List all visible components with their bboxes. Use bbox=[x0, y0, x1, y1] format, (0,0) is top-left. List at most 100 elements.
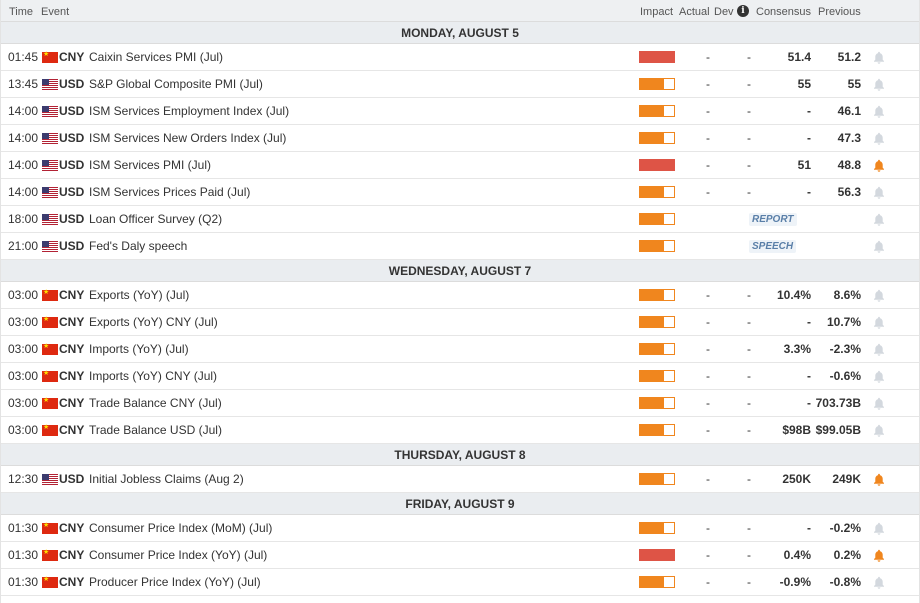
event-name[interactable]: ISM Services New Orders Index (Jul) bbox=[89, 131, 287, 145]
bell-icon[interactable] bbox=[873, 186, 885, 199]
event-row[interactable]: 14:00 USD ISM Services Prices Paid (Jul) - -… bbox=[1, 179, 919, 206]
event-actual: - bbox=[706, 548, 710, 562]
china-flag-icon bbox=[42, 549, 58, 561]
impact-bar bbox=[639, 289, 675, 301]
event-row[interactable]: 01:45 CNY Caixin Services PMI (Jul) - - 51.4 5… bbox=[1, 44, 919, 71]
bell-icon[interactable] bbox=[873, 343, 885, 356]
event-consensus: 250K bbox=[782, 472, 811, 486]
impact-bar bbox=[639, 549, 675, 561]
event-previous: 48.8 bbox=[837, 158, 861, 172]
event-row[interactable]: 03:00CNYTrade Balance CNY (Jul)---703.73… bbox=[1, 390, 919, 417]
event-currency: CNY bbox=[59, 548, 85, 562]
header-dev[interactable]: Dev bbox=[714, 6, 734, 18]
event-row[interactable]: 21:00 USD Fed's Daly speech SPEECH bbox=[1, 233, 919, 260]
event-name[interactable]: ISM Services Employment Index (Jul) bbox=[89, 104, 290, 118]
china-flag-icon bbox=[42, 576, 58, 588]
china-flag-icon bbox=[42, 343, 58, 355]
event-time: 01:30 bbox=[8, 548, 39, 562]
bell-active-icon[interactable] bbox=[873, 159, 885, 172]
event-name[interactable]: Imports (YoY) CNY (Jul) bbox=[89, 369, 218, 383]
event-dev: - bbox=[747, 50, 751, 64]
info-icon[interactable]: i bbox=[737, 5, 749, 17]
event-currency: USD bbox=[59, 212, 85, 226]
us-flag-icon bbox=[42, 79, 58, 90]
event-row[interactable]: 03:00 CNY Imports (YoY) (Jul) - - 3.3% -2.3% bbox=[1, 336, 919, 363]
header-actual[interactable]: Actual bbox=[679, 6, 710, 18]
bell-icon[interactable] bbox=[873, 213, 885, 226]
header-event[interactable]: Event bbox=[41, 6, 70, 18]
header-consensus[interactable]: Consensus bbox=[756, 6, 812, 18]
event-actual: - bbox=[706, 396, 710, 410]
event-currency: USD bbox=[59, 239, 85, 253]
event-name[interactable]: Consumer Price Index (MoM) (Jul) bbox=[89, 521, 273, 535]
event-row[interactable]: 14:00 USD ISM Services Employment Index (J… bbox=[1, 98, 919, 125]
event-row[interactable]: 03:00 CNY Exports (YoY) (Jul) - - 10.4% 8.6% bbox=[1, 282, 919, 309]
event-time: 14:00 bbox=[8, 104, 39, 118]
event-consensus: - bbox=[807, 521, 811, 535]
event-name[interactable]: Trade Balance CNY (Jul) bbox=[89, 396, 222, 410]
header-time[interactable]: Time bbox=[9, 6, 34, 18]
bell-icon[interactable] bbox=[873, 132, 885, 145]
event-row[interactable]: 03:00 CNY Imports (YoY) CNY (Jul) - - - -0.6% bbox=[1, 363, 919, 390]
bell-icon[interactable] bbox=[873, 397, 885, 410]
event-name[interactable]: Fed's Daly speech bbox=[89, 239, 188, 253]
header-previous[interactable]: Previous bbox=[818, 6, 861, 18]
event-row[interactable]: 01:30 CNY Consumer Price Index (MoM) (Jul)… bbox=[1, 515, 919, 542]
bell-icon[interactable] bbox=[873, 289, 885, 302]
event-consensus: 10.4% bbox=[776, 288, 811, 302]
event-consensus: - bbox=[807, 185, 811, 199]
bell-icon[interactable] bbox=[873, 370, 885, 383]
bell-icon[interactable] bbox=[873, 105, 885, 118]
event-name[interactable]: ISM Services PMI (Jul) bbox=[89, 158, 212, 172]
bell-active-icon[interactable] bbox=[873, 549, 885, 562]
event-name[interactable]: Producer Price Index (YoY) (Jul) bbox=[89, 575, 261, 589]
bell-icon[interactable] bbox=[873, 522, 885, 535]
event-currency: CNY bbox=[59, 288, 85, 302]
event-dev: - bbox=[747, 521, 751, 535]
impact-bar bbox=[639, 576, 675, 588]
event-currency: USD bbox=[59, 185, 85, 199]
china-flag-icon bbox=[42, 316, 58, 328]
event-name[interactable]: Exports (YoY) CNY (Jul) bbox=[89, 315, 218, 329]
event-row[interactable]: 18:00 USD Loan Officer Survey (Q2) REPORT bbox=[1, 206, 919, 233]
bell-active-icon[interactable] bbox=[873, 473, 885, 486]
bell-icon[interactable] bbox=[873, 51, 885, 64]
bell-icon[interactable] bbox=[873, 240, 885, 253]
us-flag-icon bbox=[42, 160, 58, 171]
event-row[interactable]: 01:30 CNY Consumer Price Index (YoY) (Jul)… bbox=[1, 542, 919, 569]
event-row[interactable]: 12:30 USD Initial Jobless Claims (Aug 2) - -… bbox=[1, 466, 919, 493]
event-row[interactable]: 01:30 CNY Producer Price Index (YoY) (Jul)… bbox=[1, 569, 919, 596]
event-time: 21:00 bbox=[8, 239, 39, 253]
china-flag-icon bbox=[42, 424, 58, 436]
day-header: FRIDAY, AUGUST 9 bbox=[1, 493, 919, 515]
bell-icon[interactable] bbox=[873, 576, 885, 589]
event-name[interactable]: Caixin Services PMI (Jul) bbox=[89, 50, 224, 64]
event-previous: 10.7% bbox=[826, 315, 861, 329]
event-previous: -0.8% bbox=[829, 575, 861, 589]
header-impact[interactable]: Impact bbox=[640, 6, 674, 18]
event-row[interactable]: 14:00 USD ISM Services New Orders Index (J… bbox=[1, 125, 919, 152]
event-row[interactable]: 03:00 CNY Exports (YoY) CNY (Jul) - - - 10.7% bbox=[1, 309, 919, 336]
event-name[interactable]: Imports (YoY) (Jul) bbox=[89, 342, 189, 356]
event-name[interactable]: S&P Global Composite PMI (Jul) bbox=[89, 77, 263, 91]
event-currency: USD bbox=[59, 104, 85, 118]
bell-icon[interactable] bbox=[873, 424, 885, 437]
event-name[interactable]: Trade Balance USD (Jul) bbox=[89, 423, 222, 437]
bell-icon[interactable] bbox=[873, 316, 885, 329]
event-dev: - bbox=[747, 423, 751, 437]
china-flag-icon bbox=[42, 51, 58, 63]
bell-icon[interactable] bbox=[873, 78, 885, 91]
impact-bar bbox=[639, 78, 675, 90]
event-dev: - bbox=[747, 369, 751, 383]
event-name[interactable]: ISM Services Prices Paid (Jul) bbox=[89, 185, 251, 199]
event-row[interactable]: 03:00 CNY Trade Balance USD (Jul) - - $98B $99… bbox=[1, 417, 919, 444]
event-name[interactable]: Initial Jobless Claims (Aug 2) bbox=[89, 472, 244, 486]
impact-bar bbox=[639, 424, 675, 436]
event-row[interactable]: 14:00 USD ISM Services PMI (Jul) - - 51 48.8 bbox=[1, 152, 919, 179]
event-name[interactable]: Exports (YoY) (Jul) bbox=[89, 288, 190, 302]
event-name[interactable]: Loan Officer Survey (Q2) bbox=[89, 212, 223, 226]
event-name[interactable]: Consumer Price Index (YoY) (Jul) bbox=[89, 548, 268, 562]
event-row[interactable]: 13:45 USD S&P Global Composite PMI (Jul) - -… bbox=[1, 71, 919, 98]
event-actual: - bbox=[706, 77, 710, 91]
event-previous: $99.05B bbox=[815, 423, 861, 437]
